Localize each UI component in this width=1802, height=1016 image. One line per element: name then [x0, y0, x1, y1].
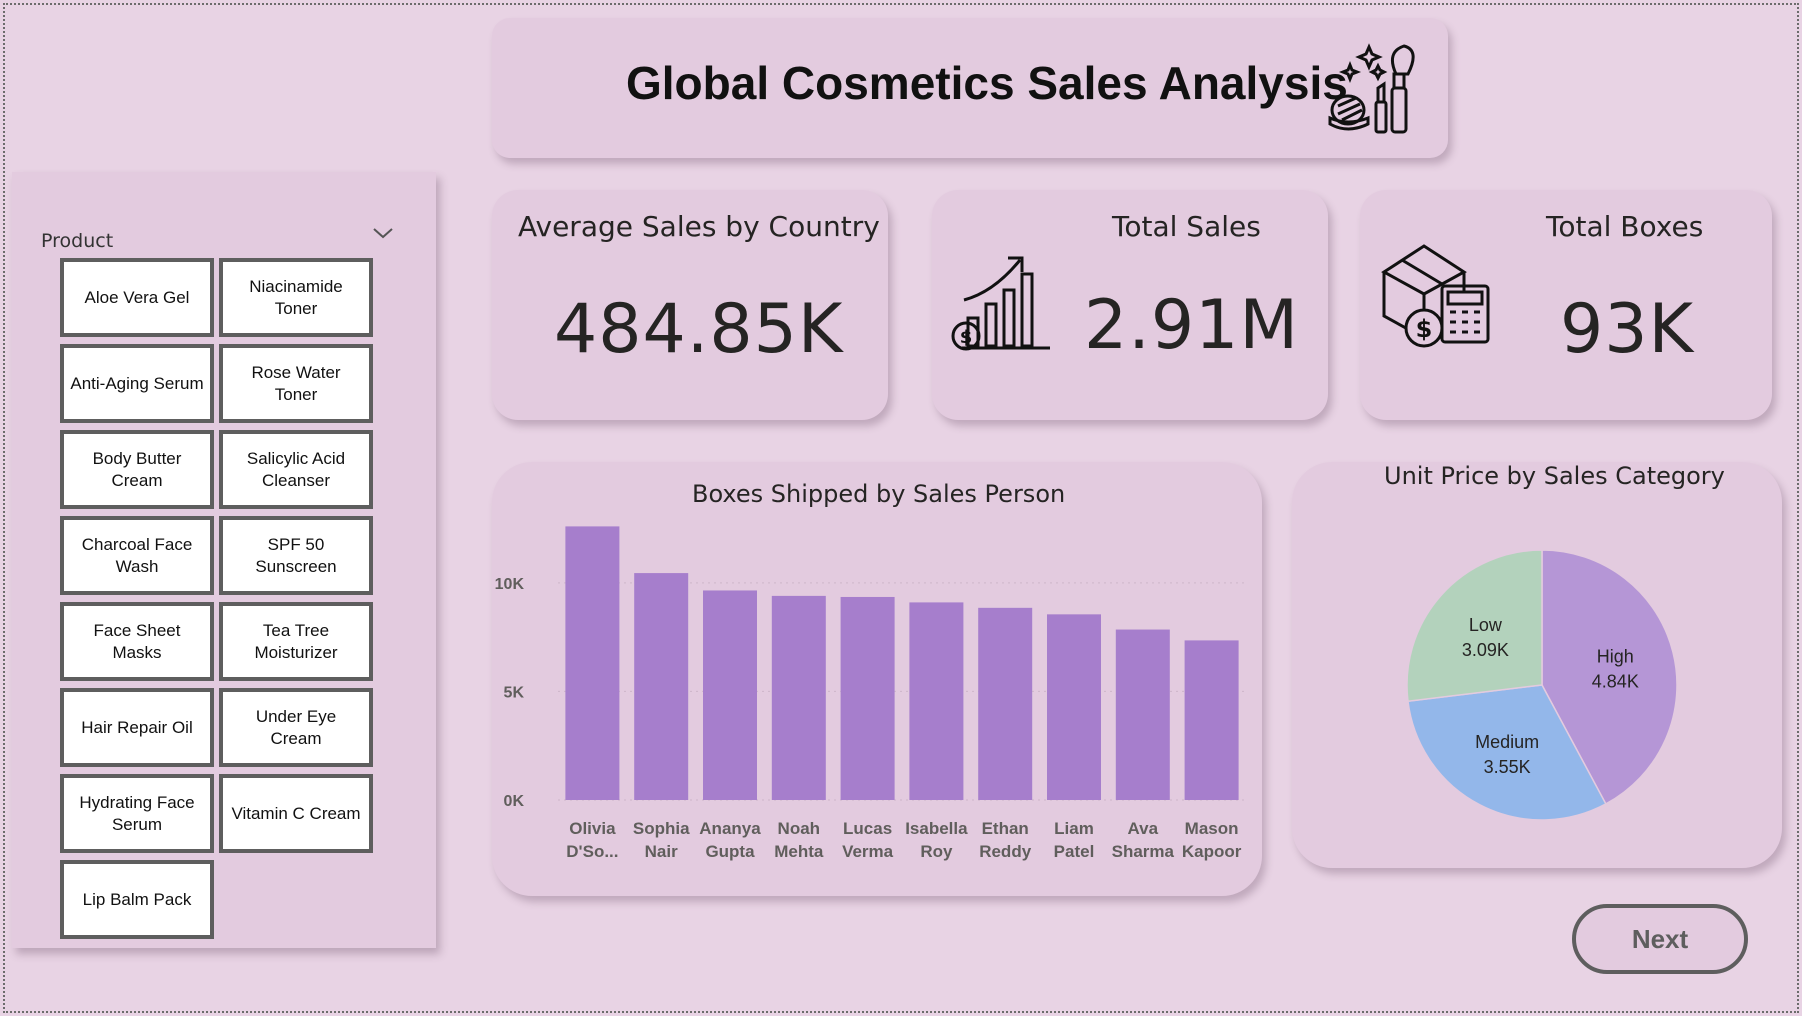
- total-boxes-label: Total Boxes: [1546, 210, 1704, 243]
- x-tick-label: Gupta: [705, 842, 755, 861]
- bar[interactable]: [978, 607, 1033, 800]
- bar[interactable]: [909, 602, 964, 800]
- x-tick-label: Lucas: [843, 819, 892, 838]
- bar[interactable]: [634, 573, 689, 800]
- x-tick-label: Noah: [778, 819, 821, 838]
- slicer-item[interactable]: Vitamin C Cream: [219, 774, 373, 853]
- slicer-item[interactable]: Salicylic Acid Cleanser: [219, 430, 373, 509]
- page-border: [3, 3, 1799, 1013]
- x-tick-label: D'So...: [566, 842, 618, 861]
- slicer-item[interactable]: SPF 50 Sunscreen: [219, 516, 373, 595]
- x-tick-label: Sharma: [1112, 842, 1175, 861]
- sales-growth-icon: $: [951, 256, 1050, 351]
- next-button[interactable]: Next: [1572, 904, 1748, 974]
- pie-slice[interactable]: [1541, 549, 1678, 805]
- slicer-item[interactable]: Body Butter Cream: [60, 430, 214, 509]
- pie-value-label: 3.09K: [1462, 640, 1509, 660]
- total-sales-label: Total Sales: [1112, 210, 1261, 243]
- x-tick-label: Olivia: [569, 819, 616, 838]
- product-slicer: Product Aloe Vera Gel Niacinamide Toner An…: [12, 172, 436, 948]
- slicer-item[interactable]: Hair Repair Oil: [60, 688, 214, 767]
- pie-value-label: 3.55K: [1484, 757, 1531, 777]
- pie-category-label: Medium: [1475, 732, 1539, 752]
- chevron-down-icon[interactable]: [372, 226, 394, 240]
- pie-category-label: High: [1597, 647, 1634, 667]
- slicer-item[interactable]: Niacinamide Toner: [219, 258, 373, 337]
- x-tick-label: Nair: [645, 842, 678, 861]
- avg-sales-card: Average Sales by Country 484.85K: [492, 190, 888, 420]
- pie-value-label: 4.84K: [1592, 672, 1639, 692]
- pie-chart-title: Unit Price by Sales Category: [1384, 462, 1725, 490]
- y-tick-label: 5K: [504, 684, 525, 701]
- bar[interactable]: [771, 595, 826, 800]
- slicer-item[interactable]: Face Sheet Masks: [60, 602, 214, 681]
- slicer-item[interactable]: Under Eye Cream: [219, 688, 373, 767]
- bar[interactable]: [1047, 614, 1101, 800]
- unit-price-by-category-card: Unit Price by Sales Category High 4.84K Me…: [1292, 462, 1782, 868]
- box-calculator-icon: $: [1381, 244, 1490, 348]
- x-tick-label: Reddy: [979, 842, 1031, 861]
- pie-slice[interactable]: [1406, 549, 1543, 703]
- x-tick-label: Mehta: [774, 842, 824, 861]
- pie-category-label: Low: [1469, 615, 1503, 635]
- x-tick-label: Roy: [920, 842, 953, 861]
- y-tick-label: 0K: [504, 793, 525, 810]
- slicer-title: Product: [41, 230, 114, 252]
- bar[interactable]: [565, 526, 620, 800]
- y-tick-label: 10K: [495, 576, 525, 593]
- x-tick-label: Sophia: [633, 819, 690, 838]
- total-sales-value: 2.91M: [1084, 286, 1300, 365]
- x-tick-label: Ananya: [699, 819, 761, 838]
- pie-slice[interactable]: [1407, 684, 1607, 821]
- slicer-item[interactable]: Rose Water Toner: [219, 344, 373, 423]
- slicer-item[interactable]: Tea Tree Moisturizer: [219, 602, 373, 681]
- bar[interactable]: [1115, 629, 1170, 800]
- cosmetics-icon: [1328, 43, 1415, 134]
- total-boxes-card: Total Boxes $ 93K: [1360, 190, 1772, 420]
- boxes-by-salesperson-card: Boxes Shipped by Sales Person 0K 5K 10K Oli…: [492, 462, 1262, 896]
- pie-chart: High 4.84K Medium 3.55K Low 3.09K: [1406, 549, 1678, 821]
- slicer-item[interactable]: Hydrating Face Serum: [60, 774, 214, 853]
- total-boxes-value: 93K: [1560, 290, 1695, 369]
- avg-sales-label: Average Sales by Country: [518, 210, 880, 243]
- x-tick-label: Patel: [1054, 842, 1095, 861]
- x-tick-label: Kapoor: [1182, 842, 1242, 861]
- slicer-item[interactable]: Anti-Aging Serum: [60, 344, 214, 423]
- total-sales-card: Total Sales $ 2.91M: [932, 190, 1328, 420]
- x-tick-label: Ava: [1128, 819, 1159, 838]
- bar-chart-title: Boxes Shipped by Sales Person: [692, 480, 1066, 508]
- slicer-item[interactable]: Aloe Vera Gel: [60, 258, 214, 337]
- svg-text:$: $: [1416, 315, 1433, 343]
- x-tick-label: Liam: [1054, 819, 1094, 838]
- avg-sales-value: 484.85K: [554, 290, 844, 369]
- x-tick-label: Ethan: [982, 819, 1029, 838]
- bar[interactable]: [1184, 640, 1239, 800]
- svg-text:$: $: [960, 327, 973, 348]
- title-card: Global Cosmetics Sales Analysis: [492, 18, 1448, 158]
- bar-chart: 0K 5K 10K Olivia D'So... Sophia Nair Ananya Gupt…: [495, 526, 1246, 861]
- x-tick-label: Verma: [842, 842, 894, 861]
- x-tick-label: Isabella: [905, 819, 968, 838]
- x-tick-label: Mason: [1185, 819, 1239, 838]
- slicer-item[interactable]: Lip Balm Pack: [60, 860, 214, 939]
- bar[interactable]: [703, 590, 757, 800]
- slicer-item[interactable]: Charcoal Face Wash: [60, 516, 214, 595]
- page-title: Global Cosmetics Sales Analysis: [626, 57, 1348, 109]
- bar[interactable]: [840, 596, 895, 800]
